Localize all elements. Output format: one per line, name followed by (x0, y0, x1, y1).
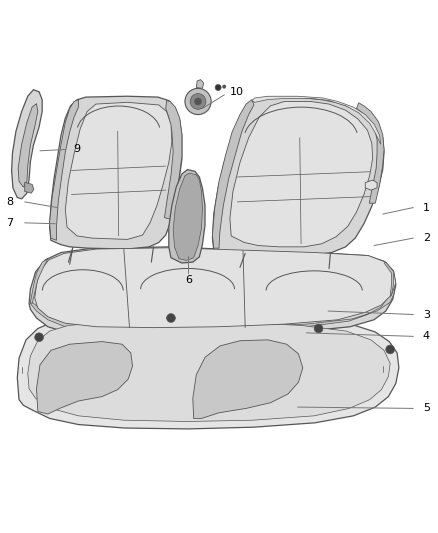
Polygon shape (365, 180, 377, 190)
Text: 7: 7 (6, 218, 13, 228)
Circle shape (35, 333, 43, 342)
Polygon shape (173, 173, 202, 261)
Polygon shape (169, 169, 205, 263)
Polygon shape (18, 103, 38, 187)
Polygon shape (196, 79, 204, 88)
Polygon shape (36, 342, 133, 414)
Text: 9: 9 (74, 144, 81, 155)
Circle shape (190, 94, 206, 109)
Text: 1: 1 (423, 203, 430, 213)
Polygon shape (49, 100, 78, 240)
Text: 2: 2 (423, 233, 430, 243)
Text: 5: 5 (423, 403, 430, 414)
Text: 8: 8 (6, 197, 13, 207)
Circle shape (215, 84, 221, 91)
Polygon shape (49, 96, 182, 249)
Polygon shape (17, 316, 399, 429)
Polygon shape (65, 102, 172, 239)
Circle shape (166, 313, 175, 322)
Polygon shape (252, 96, 381, 144)
Circle shape (223, 85, 226, 88)
Circle shape (185, 88, 211, 115)
Circle shape (194, 98, 201, 105)
Text: 6: 6 (185, 274, 192, 285)
Polygon shape (164, 101, 182, 220)
Polygon shape (357, 103, 384, 203)
Polygon shape (30, 256, 396, 331)
Polygon shape (35, 248, 396, 328)
Polygon shape (25, 182, 34, 193)
Polygon shape (30, 259, 48, 304)
Text: 10: 10 (230, 87, 244, 97)
Polygon shape (193, 340, 303, 418)
Text: 4: 4 (423, 332, 430, 341)
Circle shape (386, 345, 395, 354)
Polygon shape (28, 321, 390, 422)
Polygon shape (12, 90, 42, 199)
Polygon shape (230, 101, 373, 247)
Polygon shape (212, 97, 384, 256)
Circle shape (314, 324, 323, 333)
Polygon shape (384, 262, 394, 296)
Polygon shape (212, 100, 254, 248)
Text: 3: 3 (423, 310, 430, 319)
Polygon shape (29, 247, 396, 335)
